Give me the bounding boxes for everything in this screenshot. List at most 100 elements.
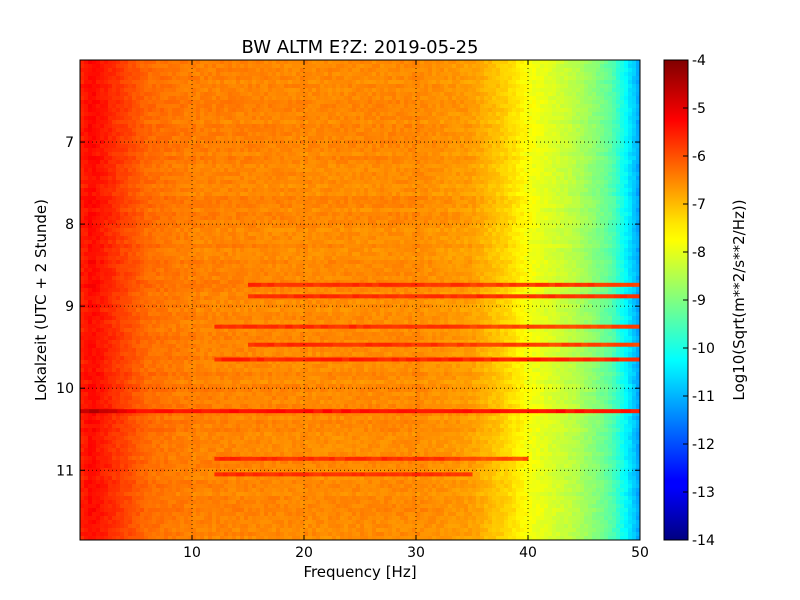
heatmap-cell	[416, 88, 421, 93]
heatmap-cell	[160, 84, 165, 89]
heatmap-cell	[484, 188, 489, 193]
heatmap-cell	[152, 104, 157, 109]
heatmap-cell	[208, 76, 213, 81]
heatmap-cell	[280, 160, 285, 165]
heatmap-cell	[456, 112, 461, 117]
heatmap-cell	[416, 76, 421, 81]
heatmap-cell	[308, 96, 313, 101]
heatmap-cell	[620, 180, 625, 185]
heatmap-cell	[372, 116, 377, 121]
heatmap-cell	[132, 172, 137, 177]
heatmap-cell	[520, 88, 525, 93]
heatmap-cell	[244, 128, 249, 133]
heatmap-cell	[536, 180, 541, 185]
heatmap-cell	[496, 72, 501, 77]
heatmap-cell	[568, 96, 573, 101]
heatmap-cell	[504, 164, 509, 169]
heatmap-cell	[392, 80, 397, 85]
heatmap-cell	[160, 80, 165, 85]
heatmap-cell	[300, 108, 305, 113]
heatmap-cell	[232, 200, 237, 205]
heatmap-cell	[216, 72, 221, 77]
heatmap-cell	[500, 196, 505, 201]
heatmap-cell	[584, 84, 589, 89]
heatmap-cell	[124, 100, 129, 105]
heatmap-cell	[296, 176, 301, 181]
heatmap-cell	[304, 140, 309, 145]
heatmap-cell	[464, 168, 469, 173]
heatmap-cell	[496, 140, 501, 145]
heatmap-cell	[260, 88, 265, 93]
heatmap-cell	[224, 80, 229, 85]
heatmap-cell	[248, 132, 253, 137]
heatmap-cell	[552, 164, 557, 169]
heatmap-cell	[228, 200, 233, 205]
heatmap-cell	[140, 96, 145, 101]
heatmap-cell	[484, 92, 489, 97]
heatmap-cell	[360, 108, 365, 113]
heatmap-cell	[188, 88, 193, 93]
heatmap-cell	[236, 168, 241, 173]
heatmap-cell	[364, 124, 369, 129]
heatmap-cell	[244, 108, 249, 113]
heatmap-cell	[604, 156, 609, 161]
heatmap-cell	[544, 68, 549, 73]
heatmap-cell	[140, 80, 145, 85]
heatmap-cell	[120, 152, 125, 157]
heatmap-cell	[580, 196, 585, 201]
heatmap-cell	[192, 60, 197, 65]
heatmap-cell	[516, 168, 521, 173]
heatmap-cell	[264, 144, 269, 149]
heatmap-cell	[244, 72, 249, 77]
heatmap-cell	[240, 160, 245, 165]
heatmap-cell	[592, 60, 597, 65]
heatmap-cell	[216, 60, 221, 65]
heatmap-cell	[204, 156, 209, 161]
heatmap-cell	[604, 104, 609, 109]
heatmap-cell	[268, 116, 273, 121]
heatmap-cell	[624, 132, 629, 137]
heatmap-cell	[180, 168, 185, 173]
heatmap-cell	[592, 192, 597, 197]
heatmap-cell	[148, 192, 153, 197]
heatmap-cell	[568, 160, 573, 165]
heatmap-cell	[224, 60, 229, 65]
heatmap-cell	[336, 200, 341, 205]
heatmap-cell	[628, 188, 633, 193]
heatmap-cell	[176, 196, 181, 201]
heatmap-cell	[420, 60, 425, 65]
heatmap-cell	[152, 60, 157, 65]
heatmap-cell	[344, 112, 349, 117]
heatmap-cell	[256, 164, 261, 169]
heatmap-cell	[564, 172, 569, 177]
heatmap-cell	[168, 160, 173, 165]
heatmap-cell	[284, 180, 289, 185]
heatmap-cell	[268, 200, 273, 205]
heatmap-cell	[124, 64, 129, 69]
heatmap-cell	[360, 200, 365, 205]
heatmap-cell	[224, 200, 229, 205]
heatmap-cell	[612, 132, 617, 137]
heatmap-cell	[504, 184, 509, 189]
heatmap-cell	[228, 136, 233, 141]
heatmap-cell	[112, 68, 117, 73]
heatmap-cell	[272, 92, 277, 97]
heatmap-cell	[612, 104, 617, 109]
heatmap-cell	[424, 156, 429, 161]
heatmap-cell	[480, 132, 485, 137]
heatmap-cell	[292, 180, 297, 185]
heatmap-cell	[576, 112, 581, 117]
heatmap-cell	[248, 124, 253, 129]
heatmap-cell	[120, 168, 125, 173]
heatmap-cell	[184, 136, 189, 141]
heatmap-cell	[156, 196, 161, 201]
heatmap-cell	[360, 84, 365, 89]
heatmap-cell	[340, 88, 345, 93]
heatmap-cell	[256, 108, 261, 113]
heatmap-cell	[232, 156, 237, 161]
heatmap-cell	[128, 76, 133, 81]
heatmap-cell	[616, 116, 621, 121]
heatmap-cell	[200, 192, 205, 197]
heatmap-cell	[340, 140, 345, 145]
heatmap-cell	[264, 200, 269, 205]
